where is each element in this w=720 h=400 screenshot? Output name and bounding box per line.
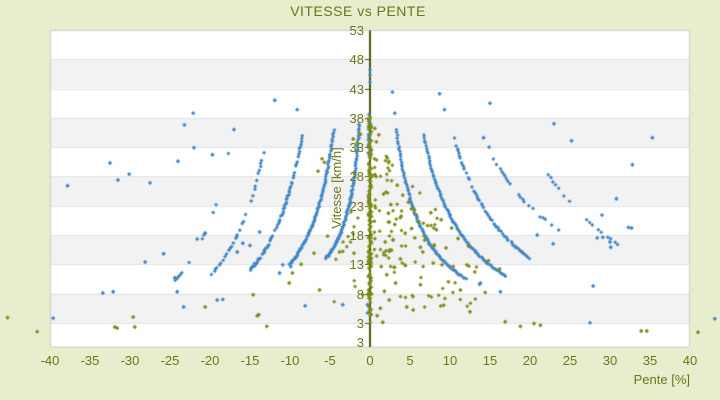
x-tick-label: 15 <box>482 353 498 368</box>
x-tick-label: -15 <box>240 353 260 368</box>
y-tick-label: 38 <box>349 110 364 126</box>
x-tick-label: -25 <box>160 353 180 368</box>
y-tick-label: 23 <box>349 198 364 214</box>
x-tick-label: -35 <box>80 353 100 368</box>
y-tick-label: 33 <box>349 140 364 156</box>
x-axis-title: Pente [%] <box>633 372 690 387</box>
y-axis-title: Vitesse [km/h] <box>329 147 344 229</box>
x-tick-label: -5 <box>324 353 336 368</box>
y-tick-label: 48 <box>349 52 364 68</box>
y-tick-label: 18 <box>349 227 364 243</box>
x-tick-label: 10 <box>442 353 458 368</box>
x-tick-label: 25 <box>562 353 578 368</box>
y-tick-label: 13 <box>349 257 364 273</box>
x-tick-label: -10 <box>280 353 300 368</box>
x-tick-label: 5 <box>406 353 414 368</box>
y-axis-min-label: 3 <box>356 335 364 350</box>
y-tick-label: 28 <box>349 169 364 185</box>
y-tick-label: 53 <box>349 23 364 38</box>
x-tick-label: 35 <box>642 353 658 368</box>
y-tick-label: 3 <box>356 315 364 331</box>
y-tick-label: 8 <box>356 286 364 302</box>
x-tick-label: 20 <box>522 353 538 368</box>
x-tick-label: 30 <box>602 353 618 368</box>
y-tick-label: 43 <box>349 81 364 97</box>
chart-title: VITESSE vs PENTE <box>290 3 426 19</box>
x-tick-label: -40 <box>40 353 60 368</box>
x-tick-label: 0 <box>366 353 374 368</box>
x-tick-label: -30 <box>120 353 140 368</box>
x-tick-label: -20 <box>200 353 220 368</box>
x-tick-label: 40 <box>682 353 698 368</box>
